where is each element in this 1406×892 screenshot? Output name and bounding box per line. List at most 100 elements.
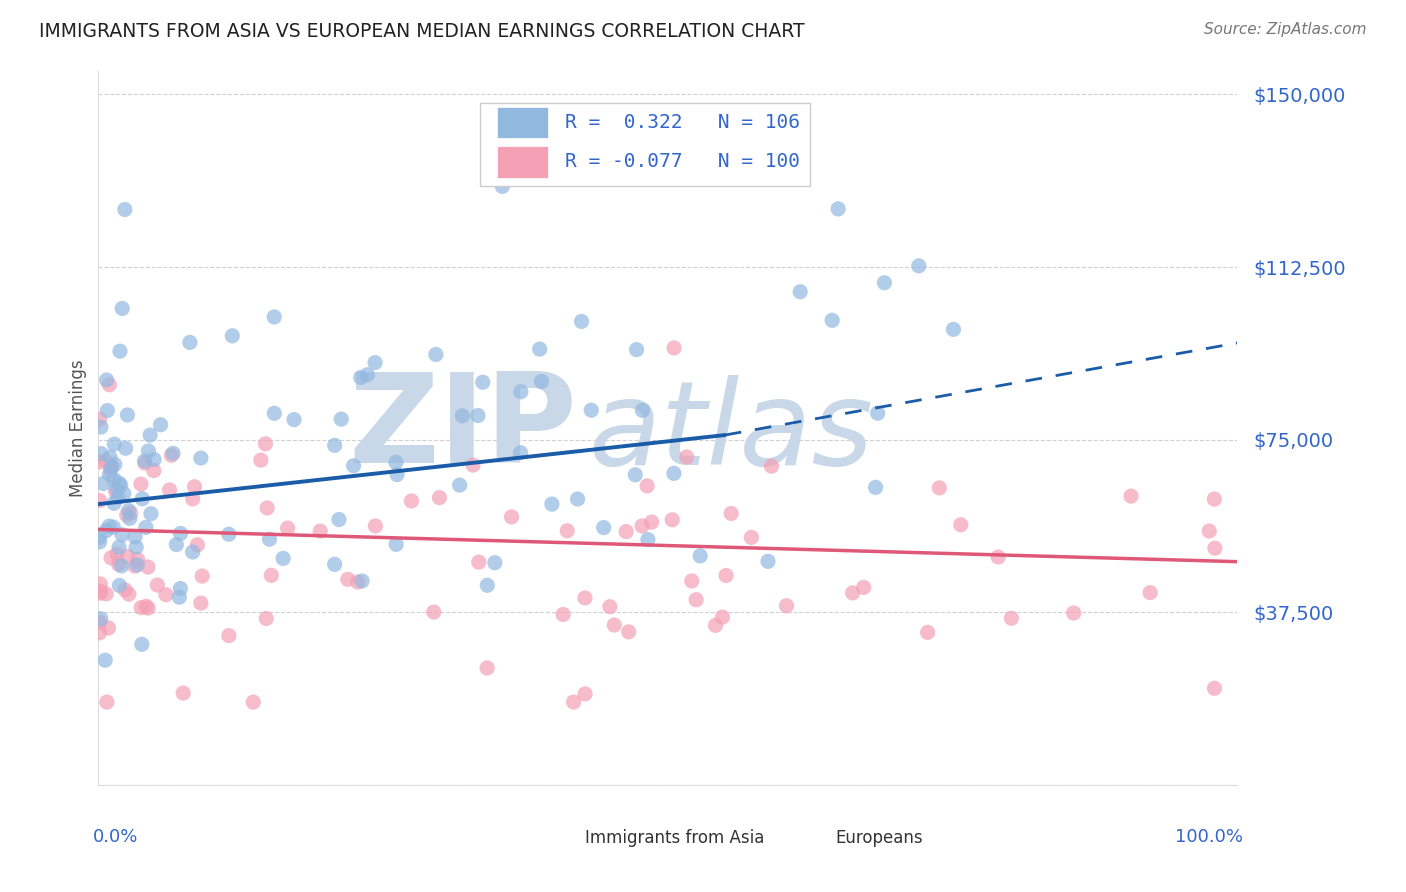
Point	[100, 550, 122, 565]
Text: Immigrants from Asia: Immigrants from Asia	[585, 830, 763, 847]
Point	[574, 687, 596, 701]
Point	[114, 582, 136, 597]
Point	[105, 547, 128, 561]
Point	[529, 342, 551, 356]
Point	[841, 586, 863, 600]
Point	[114, 442, 136, 456]
Point	[136, 601, 159, 615]
Point	[114, 202, 136, 217]
Point	[562, 695, 585, 709]
Point	[120, 506, 142, 520]
Point	[190, 596, 212, 610]
Point	[125, 540, 148, 554]
Point	[661, 513, 683, 527]
Point	[1000, 611, 1022, 625]
Point	[155, 588, 177, 602]
Point	[139, 428, 162, 442]
Point	[104, 458, 127, 472]
Point	[928, 481, 950, 495]
Point	[422, 605, 444, 619]
Point	[501, 510, 523, 524]
Point	[104, 484, 127, 499]
Point	[97, 621, 120, 635]
Point	[98, 377, 121, 392]
Point	[112, 486, 135, 500]
Point	[183, 480, 205, 494]
Point	[1119, 489, 1142, 503]
Point	[477, 578, 499, 592]
Point	[271, 551, 294, 566]
Point	[256, 500, 278, 515]
Point	[323, 558, 346, 572]
Point	[169, 590, 191, 604]
Point	[100, 460, 122, 475]
Point	[449, 478, 471, 492]
Point	[865, 480, 887, 494]
Point	[129, 600, 152, 615]
Point	[242, 695, 264, 709]
Point	[574, 591, 596, 605]
Point	[89, 493, 111, 508]
Point	[711, 610, 734, 624]
Point	[775, 599, 797, 613]
Point	[789, 285, 811, 299]
Point	[134, 456, 156, 470]
Point	[761, 459, 783, 474]
Point	[624, 467, 647, 482]
Point	[96, 695, 118, 709]
Point	[614, 524, 637, 539]
Point	[218, 527, 240, 541]
Point	[124, 559, 146, 574]
Point	[468, 555, 491, 569]
Point	[111, 528, 134, 542]
Text: ZIP: ZIP	[349, 368, 576, 489]
Point	[346, 575, 368, 590]
Point	[129, 477, 152, 491]
Point	[309, 524, 332, 538]
Point	[254, 437, 277, 451]
Point	[107, 558, 129, 572]
Point	[110, 478, 132, 492]
Text: 0.0%: 0.0%	[93, 828, 138, 846]
Text: R =  0.322   N = 106: R = 0.322 N = 106	[565, 113, 800, 132]
Point	[484, 556, 506, 570]
Point	[90, 612, 112, 626]
Point	[135, 520, 157, 534]
Point	[461, 458, 484, 472]
Point	[107, 491, 129, 505]
Point	[250, 453, 273, 467]
Point	[124, 530, 146, 544]
Point	[115, 508, 138, 522]
Point	[118, 587, 141, 601]
Point	[641, 515, 664, 529]
Point	[108, 476, 131, 491]
Point	[740, 530, 762, 544]
Point	[1063, 606, 1085, 620]
Point	[385, 455, 408, 469]
Point	[221, 328, 243, 343]
Point	[94, 454, 117, 468]
Point	[491, 179, 513, 194]
Point	[90, 447, 112, 461]
Point	[1204, 541, 1226, 556]
Point	[987, 549, 1010, 564]
Point	[592, 520, 614, 534]
Point	[218, 629, 240, 643]
FancyBboxPatch shape	[498, 146, 548, 178]
Point	[94, 653, 117, 667]
Point	[873, 276, 896, 290]
Point	[662, 341, 685, 355]
Point	[149, 417, 172, 432]
Point	[89, 586, 111, 600]
Point	[100, 463, 122, 477]
Point	[675, 450, 697, 464]
FancyBboxPatch shape	[479, 103, 810, 186]
FancyBboxPatch shape	[537, 830, 574, 847]
Point	[103, 437, 125, 451]
Point	[103, 473, 125, 487]
Point	[475, 661, 498, 675]
Point	[617, 624, 640, 639]
Point	[689, 549, 711, 563]
Point	[169, 582, 191, 596]
Point	[181, 491, 204, 506]
